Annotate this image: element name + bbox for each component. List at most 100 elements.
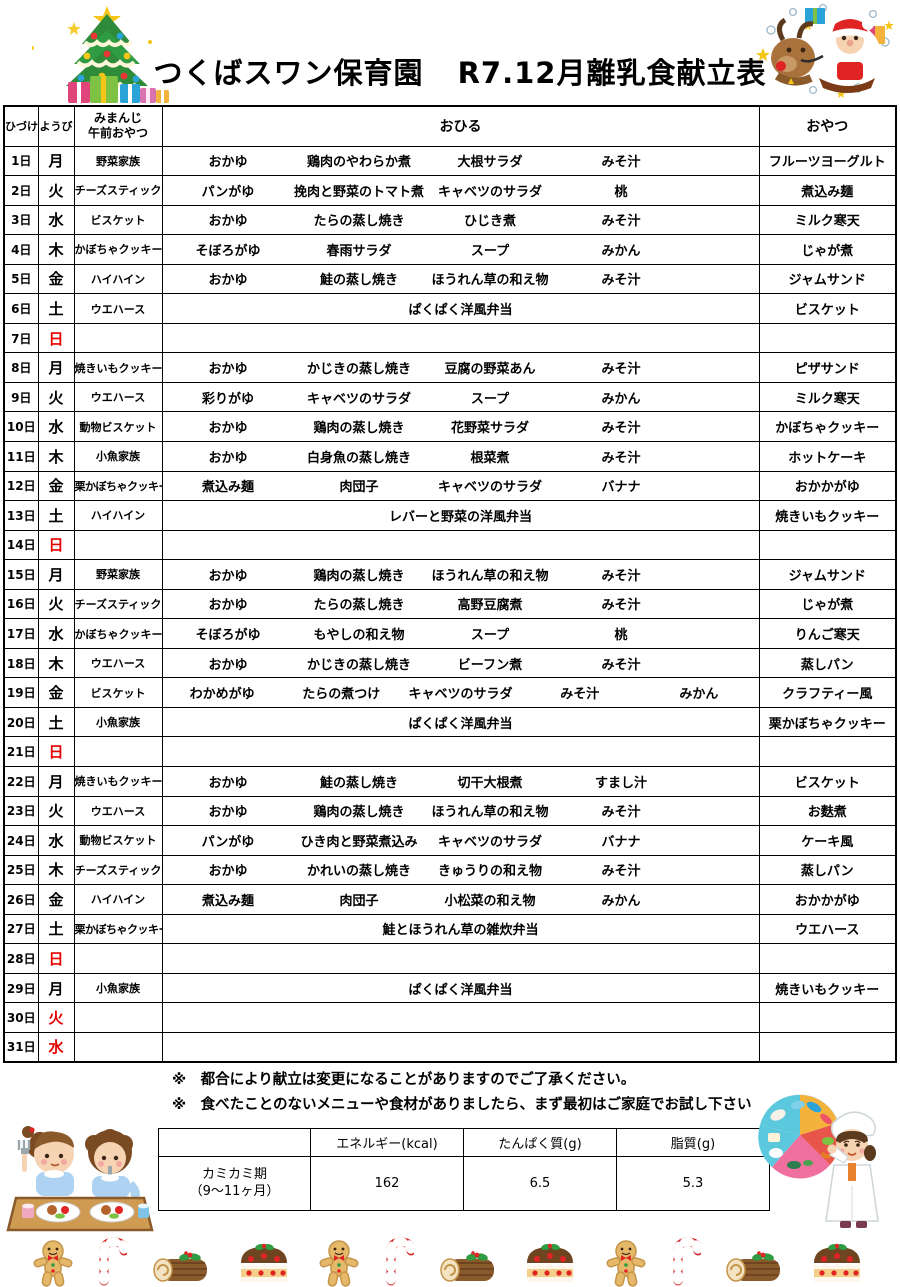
menu-row: 5日金ハイハイン おかゆ 鮭の蒸し焼き ほうれん草の和え物 みそ汁 ジャムサンド <box>3 263 897 295</box>
menu-row: 14日日 <box>3 529 897 561</box>
lunch-bento-item: ぱくぱく洋風弁当 <box>408 303 513 318</box>
nutrition-table: エネルギー(kcal) たんぱく質(g) 脂質(g) カミカミ期 （9～11ヶ月）… <box>158 1128 770 1211</box>
day-cell: 火 <box>37 175 75 206</box>
lunch-cell: おかゆ かじきの蒸し焼き 豆腐の野菜あん みそ汁 <box>161 352 760 383</box>
lunch-item: 大根サラダ <box>457 155 523 171</box>
lunch-cell <box>161 1031 760 1063</box>
menu-row: 27日土栗かぼちゃクッキー 鮭とほうれん草の雑炊弁当 ウエハース <box>3 913 897 945</box>
day-cell: 土 <box>37 500 75 531</box>
day-cell: 水 <box>37 825 75 856</box>
snack-cell: 栗かぼちゃクッキー <box>758 706 897 738</box>
lunch-item: バナナ <box>601 480 641 496</box>
notes: ※ 都合により献立は変更になることがありますのでご了承ください。 ※ 食べたこと… <box>172 1068 751 1117</box>
lunch-cell: おかゆ 鶏肉の蒸し焼き ほうれん草の和え物 みそ汁 <box>161 559 760 590</box>
date-cell: 4日 <box>3 234 39 265</box>
morning-snack-cell: 野菜家族 <box>73 559 163 590</box>
snack-cell: ケーキ風 <box>758 825 897 856</box>
col-header-lunch: おひる <box>161 105 760 147</box>
morning-snack-cell <box>73 1031 163 1063</box>
snack-cell: ジャムサンド <box>758 559 897 590</box>
header-row: ひづけ ようび みまんじ 午前おやつ おひる おやつ <box>3 105 897 147</box>
snack-cell: ビスケット <box>758 293 897 324</box>
morning-snack-cell: 野菜家族 <box>73 145 163 177</box>
snack-cell <box>758 322 897 354</box>
date-cell: 6日 <box>3 293 39 324</box>
lunch-cell: おかゆ かれいの蒸し焼き きゅうりの和え物 みそ汁 <box>161 854 760 886</box>
date-cell: 21日 <box>3 736 39 767</box>
lunch-item: かれいの蒸し焼き <box>306 864 411 880</box>
morning-snack-cell: 小魚家族 <box>73 706 163 738</box>
snack-cell: 煮込み麺 <box>758 175 897 206</box>
date-cell: 5日 <box>3 263 39 295</box>
lunch-item: おかゆ <box>208 568 248 584</box>
morning-snack-cell: 小魚家族 <box>73 972 163 1004</box>
menu-row: 17日水かぼちゃクッキー そぼろがゆ もやしの和え物 スープ 桃 りんご寒天 <box>3 618 897 649</box>
lunch-item: 桃 <box>614 184 628 200</box>
day-cell: 土 <box>37 293 75 324</box>
lunch-item: おかゆ <box>208 214 248 230</box>
lunch-cell <box>161 1002 760 1033</box>
yule-log-icon <box>440 1251 494 1282</box>
morning-snack-cell: チーズスティック <box>73 854 163 886</box>
day-cell: 金 <box>37 263 75 295</box>
lunch-cell: ぱくぱく洋風弁当 <box>161 706 760 738</box>
lunch-item: かじきの蒸し焼き <box>306 657 411 673</box>
date-cell: 30日 <box>3 1002 39 1033</box>
menu-row: 18日木ウエハース おかゆ かじきの蒸し焼き ビーフン煮 みそ汁 蒸しパン <box>3 647 897 679</box>
day-cell: 水 <box>37 618 75 649</box>
morning-snack-cell: ビスケット <box>73 204 163 236</box>
snack-cell: ミルク寒天 <box>758 381 897 413</box>
nutritionist-food-wheel-icon <box>748 1093 898 1237</box>
day-cell: 水 <box>37 204 75 236</box>
lunch-cell: 煮込み麺 肉団子 小松菜の和え物 みかん <box>161 884 760 915</box>
nutrition-col-protein: たんぱく質(g) <box>463 1128 617 1157</box>
menu-row: 30日火 <box>3 1002 897 1033</box>
day-cell: 月 <box>37 559 75 590</box>
menu-row: 16日火チーズスティック おかゆ たらの蒸し焼き 高野豆腐煮 みそ汁 じゃが煮 <box>3 588 897 620</box>
date-cell: 11日 <box>3 440 39 472</box>
menu-row: 10日水動物ビスケット おかゆ 鶏肉の蒸し焼き 花野菜サラダ みそ汁 かぼちゃクッキー <box>3 411 897 442</box>
page-title: つくばスワン保育園 R7.12月離乳食献立表 <box>150 50 770 92</box>
menu-row: 29日月小魚家族 ぱくぱく洋風弁当 焼きいもクッキー <box>3 972 897 1004</box>
nutrition-protein-value: 6.5 <box>463 1156 617 1211</box>
lunch-item: おかゆ <box>208 421 248 437</box>
lunch-item: もやしの和え物 <box>313 628 405 644</box>
lunch-item: みそ汁 <box>560 687 600 703</box>
lunch-item: 肉団子 <box>339 480 379 496</box>
menu-row: 20日土小魚家族 ぱくぱく洋風弁当 栗かぼちゃクッキー <box>3 706 897 738</box>
lunch-item: ほうれん草の和え物 <box>431 273 549 289</box>
lunch-item: パンがゆ <box>201 184 255 200</box>
day-cell: 土 <box>37 913 75 945</box>
lunch-cell <box>161 943 760 974</box>
candy-cane-icon <box>99 1237 128 1286</box>
day-cell: 月 <box>37 765 75 797</box>
lunch-item: スープ <box>470 628 510 644</box>
lunch-cell: おかゆ かじきの蒸し焼き ビーフン煮 みそ汁 <box>161 647 760 679</box>
day-cell: 金 <box>37 884 75 915</box>
date-cell: 29日 <box>3 972 39 1004</box>
day-cell: 日 <box>37 322 75 354</box>
lunch-cell: パンがゆ 挽肉と野菜のトマト煮 キャベツのサラダ 桃 <box>161 175 760 206</box>
date-cell: 2日 <box>3 175 39 206</box>
date-cell: 31日 <box>3 1031 39 1063</box>
doc-title: R7.12月離乳食献立表 <box>457 56 767 90</box>
morning-snack-cell: ハイハイン <box>73 263 163 295</box>
lunch-item: おかゆ <box>208 450 248 466</box>
menu-row: 9日火ウエハース 彩りがゆ キャベツのサラダ スープ みかん ミルク寒天 <box>3 381 897 413</box>
santa-reindeer-icon <box>753 0 898 102</box>
lunch-cell: おかゆ 鮭の蒸し焼き 切干大根煮 すまし汁 <box>161 765 760 797</box>
snack-cell: ビスケット <box>758 765 897 797</box>
lunch-cell <box>161 322 760 354</box>
lunch-cell <box>161 736 760 767</box>
menu-row: 21日日 <box>3 736 897 767</box>
children-eating-icon <box>2 1122 157 1248</box>
morning-snack-cell: 栗かぼちゃクッキー <box>73 470 163 502</box>
snack-cell: お麩煮 <box>758 795 897 827</box>
lunch-cell: レバーと野菜の洋風弁当 <box>161 500 760 531</box>
lunch-item: おかゆ <box>208 775 248 791</box>
date-cell: 18日 <box>3 647 39 679</box>
menu-row: 22日月焼きいもクッキー おかゆ 鮭の蒸し焼き 切干大根煮 すまし汁 ビスケット <box>3 765 897 797</box>
lunch-item: パンがゆ <box>201 834 255 850</box>
lunch-cell <box>161 529 760 561</box>
col-header-morning-snack: みまんじ 午前おやつ <box>73 105 163 147</box>
